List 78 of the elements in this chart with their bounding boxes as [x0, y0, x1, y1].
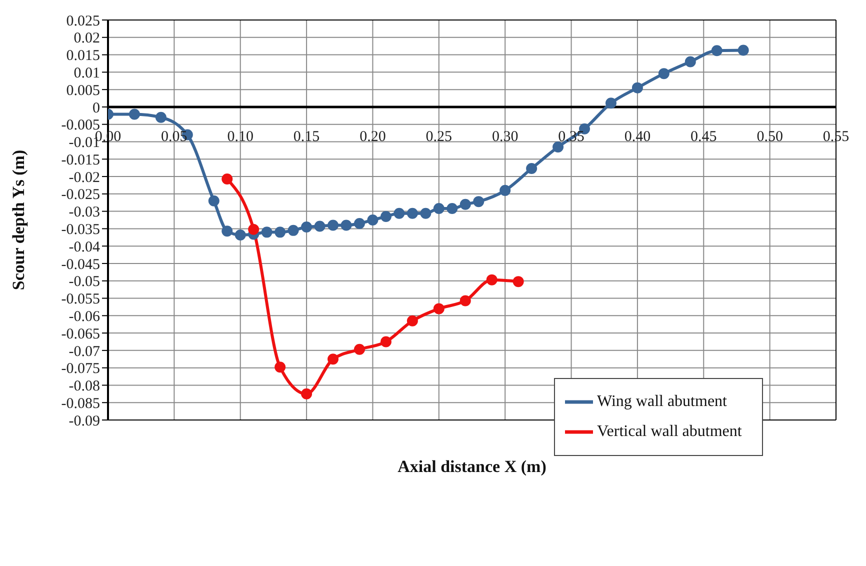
point: [380, 336, 392, 348]
point: [658, 68, 670, 80]
y-tick-label: -0.015: [61, 152, 100, 168]
y-tick-label: -0.085: [61, 396, 100, 412]
y-tick-label: -0.045: [61, 256, 100, 273]
x-tick-label: 0.25: [426, 128, 452, 145]
y-tick-label: -0.075: [61, 361, 100, 378]
y-tick-label: -0.06: [68, 308, 100, 325]
y-tick-label: -0.04: [68, 239, 100, 256]
point: [433, 203, 444, 214]
point: [433, 303, 444, 314]
point: [222, 226, 233, 237]
y-tick-label: -0.025: [61, 187, 100, 204]
y-tick-label: -0.09: [68, 413, 100, 430]
x-axis-title: Axial distance X (m): [398, 457, 546, 476]
x-tick-label: 0.20: [360, 128, 386, 145]
point: [460, 198, 471, 210]
point: [288, 224, 299, 236]
point: [248, 224, 260, 235]
point: [446, 203, 458, 214]
y-tick-label: 0.015: [66, 48, 100, 64]
point: [234, 229, 246, 240]
point: [460, 295, 471, 306]
y-tick-label: -0.07: [68, 344, 100, 360]
point: [314, 220, 326, 232]
point: [500, 184, 511, 196]
y-tick-label: -0.055: [61, 292, 100, 308]
point: [208, 195, 220, 206]
y-tick-label: 0.02: [74, 30, 100, 47]
y-tick-label: -0.065: [61, 326, 100, 342]
point: [738, 44, 749, 56]
x-tick-label: 0.05: [161, 128, 188, 145]
point: [684, 56, 696, 68]
point: [274, 226, 286, 238]
point: [526, 163, 538, 174]
point: [367, 214, 378, 226]
y-tick-label: 0.005: [66, 82, 100, 99]
point: [711, 45, 722, 56]
point: [155, 112, 166, 123]
point: [222, 173, 233, 184]
x-tick-label: 0.45: [690, 128, 717, 145]
point: [301, 221, 312, 232]
x-tick-label: 0.15: [293, 128, 320, 145]
y-tick-label: -0.08: [68, 378, 100, 395]
point: [261, 226, 272, 238]
point: [512, 276, 524, 288]
x-tick-label: 0.10: [227, 128, 254, 145]
point: [406, 208, 418, 219]
point: [328, 220, 339, 231]
point: [486, 274, 498, 286]
legend-label: Vertical wall abutment: [597, 423, 742, 440]
y-tick-label: -0.03: [68, 204, 100, 221]
point: [394, 208, 405, 219]
y-tick-label: 0: [92, 100, 100, 116]
y-tick-label: -0.035: [61, 222, 100, 238]
x-tick-label: 0.40: [624, 128, 651, 145]
point: [274, 362, 286, 373]
point: [406, 315, 418, 326]
x-tick-label: 0.30: [492, 128, 518, 145]
point: [552, 141, 564, 152]
legend-label: Wing wall abutment: [597, 393, 727, 410]
y-tick-label: 0.025: [66, 13, 100, 30]
point: [354, 344, 365, 355]
point: [328, 354, 339, 365]
point: [354, 218, 365, 229]
point: [605, 98, 616, 109]
point: [632, 82, 643, 94]
point: [420, 208, 432, 219]
y-tick-label: 0.01: [74, 66, 100, 82]
point: [473, 196, 484, 208]
x-tick-label: 0.50: [756, 128, 783, 145]
y-tick-label: -0.05: [68, 274, 100, 290]
y-axis-title: Scour depth Ys (m): [9, 150, 28, 290]
y-tick-label: -0.02: [68, 170, 100, 186]
point: [301, 388, 312, 400]
point: [380, 211, 392, 222]
point: [340, 220, 352, 231]
point: [128, 108, 140, 120]
